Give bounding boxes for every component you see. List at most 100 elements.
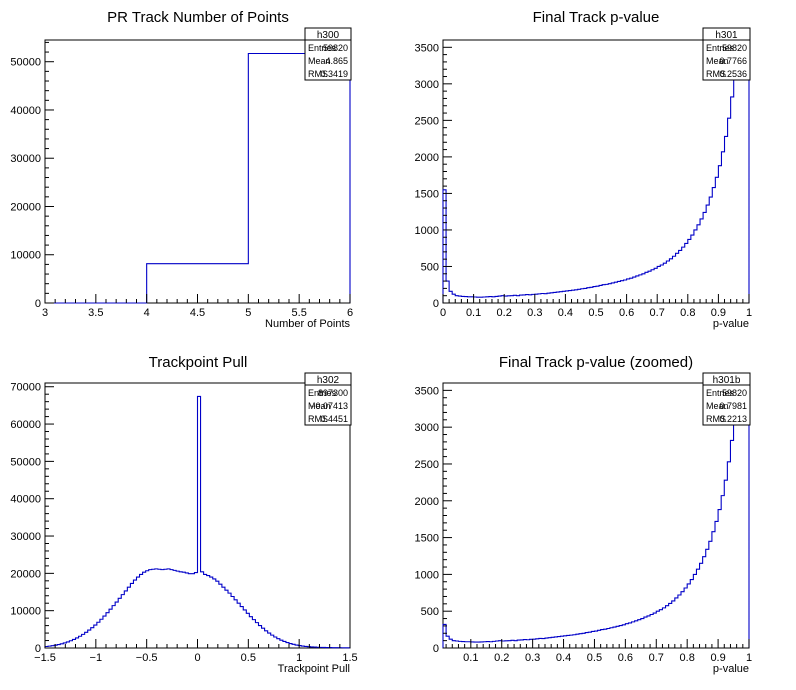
x-tick-label: 6 — [347, 307, 353, 319]
panel-h301: Final Track p-value 0 0.1 0.2 0.3 0.4 0.5 0.6 0.… — [415, 9, 753, 330]
x-tick-label: 0 — [194, 652, 200, 664]
x-tick-label: 0.5 — [588, 307, 603, 319]
y-tick-label: 50000 — [10, 57, 41, 69]
y-tick-label: 3000 — [415, 79, 439, 91]
x-tick-label: 3.5 — [88, 307, 103, 319]
x-tick-label: 0.6 — [618, 652, 633, 664]
y-tick-label: 0 — [35, 298, 41, 310]
x-tick-label: 0.2 — [497, 307, 512, 319]
stats-value: 0.2536 — [719, 69, 747, 79]
x-tick-label: 0.4 — [556, 652, 571, 664]
stats-label: RMS — [308, 69, 328, 79]
stats-label: Entries — [308, 388, 337, 398]
stats-box-frame — [304, 372, 352, 426]
stats-value: 4.865 — [325, 56, 348, 66]
x-tick-label: 0.9 — [711, 307, 726, 319]
x-tick-label: 5 — [245, 307, 251, 319]
x-tick-label: 4 — [144, 307, 150, 319]
stats-label: RMS — [706, 414, 726, 424]
y-tick-label: 3500 — [415, 42, 439, 54]
stats-value: 0.4451 — [320, 414, 348, 424]
chart-title: Final Track p-value — [533, 9, 660, 26]
x-tick-label: 0.1 — [463, 652, 478, 664]
y-tick-label: 30000 — [10, 153, 41, 165]
stats-histogram-name: h301 — [715, 30, 738, 41]
stats-value: 0.7766 — [719, 56, 747, 66]
stats-label: Mean — [706, 401, 729, 411]
stats-histogram-name: h302 — [317, 375, 340, 386]
y-tick-label: 1000 — [415, 569, 439, 581]
y-tick-label: 70000 — [10, 382, 41, 394]
stats-value: 897300 — [318, 388, 348, 398]
x-tick-label: −0.5 — [136, 652, 158, 664]
y-tick-label: 10000 — [10, 250, 41, 262]
x-tick-label: 0 — [440, 307, 446, 319]
x-tick-label: 0.2 — [494, 652, 509, 664]
y-tick-label: 2500 — [415, 459, 439, 471]
x-tick-label: 0.7 — [649, 652, 664, 664]
stats-label: Entries — [706, 388, 735, 398]
x-tick-label: 1.5 — [342, 652, 357, 664]
y-tick-label: 10000 — [10, 606, 41, 618]
y-tick-label: 500 — [421, 606, 439, 618]
stats-label: RMS — [706, 69, 726, 79]
x-tick-label: 0.5 — [241, 652, 256, 664]
y-tick-label: 40000 — [10, 105, 41, 117]
y-tick-label: 1500 — [415, 188, 439, 200]
y-tick-label: 60000 — [10, 419, 41, 431]
x-tick-label: 3 — [42, 307, 48, 319]
x-tick-label: 1 — [296, 652, 302, 664]
y-tick-label: 3500 — [415, 385, 439, 397]
y-tick-label: 2000 — [415, 152, 439, 164]
y-tick-label: 40000 — [10, 494, 41, 506]
panel-h301b: Final Track p-value (zoomed) 0.1 0.2 0.3 0.4… — [415, 354, 753, 675]
x-tick-label: −1 — [90, 652, 103, 664]
stats-label: Mean — [308, 56, 331, 66]
x-tick-label: 5.5 — [292, 307, 307, 319]
panel-h302: Trackpoint Pull−1.5 −1 −0.5 0 0.5 1 1.5Trackpo… — [10, 354, 357, 675]
x-tick-label: 4.5 — [190, 307, 205, 319]
panel-h300: PR Track Number of Points 3 3.5 4 4.5 5 5.5 6Nu… — [10, 9, 353, 330]
x-tick-label: 0.8 — [680, 307, 695, 319]
stats-box-frame — [702, 27, 751, 81]
x-axis-label: p-value — [713, 663, 749, 675]
stats-label: Entries — [706, 43, 735, 53]
y-tick-label: 30000 — [10, 531, 41, 543]
x-axis-label: Trackpoint Pull — [278, 663, 350, 675]
y-tick-label: 3000 — [415, 422, 439, 434]
stats-value: 59820 — [323, 43, 348, 53]
x-tick-label: 0.3 — [527, 307, 542, 319]
y-tick-label: 1000 — [415, 225, 439, 237]
stats-box-frame — [702, 372, 751, 426]
chart-title: Final Track p-value (zoomed) — [499, 354, 693, 371]
y-tick-label: 20000 — [10, 201, 41, 213]
stats-value: 59820 — [722, 388, 747, 398]
stats-label: Entries — [308, 43, 337, 53]
stats-label: RMS — [308, 414, 328, 424]
x-tick-label: 0.8 — [680, 652, 695, 664]
x-tick-label: 0.7 — [650, 307, 665, 319]
stats-label: Mean — [308, 401, 331, 411]
stats-value: 0.3419 — [320, 69, 348, 79]
y-tick-label: 0 — [433, 298, 439, 310]
stats-histogram-name: h301b — [713, 375, 741, 386]
y-tick-label: 0 — [433, 643, 439, 655]
x-tick-label: 0.1 — [466, 307, 481, 319]
y-tick-label: 20000 — [10, 568, 41, 580]
stats-label: Mean — [706, 56, 729, 66]
stats-value: −0.07413 — [310, 401, 348, 411]
chart-title: Trackpoint Pull — [149, 354, 248, 371]
x-tick-label: 0.3 — [525, 652, 540, 664]
stats-histogram-name: h300 — [317, 30, 340, 41]
stats-value: 59820 — [722, 43, 747, 53]
x-axis-label: Number of Points — [265, 318, 350, 330]
y-tick-label: 500 — [421, 261, 439, 273]
x-tick-label: −1.5 — [34, 652, 56, 664]
stats-value: 0.7981 — [719, 401, 747, 411]
x-tick-label: 0.9 — [710, 652, 725, 664]
